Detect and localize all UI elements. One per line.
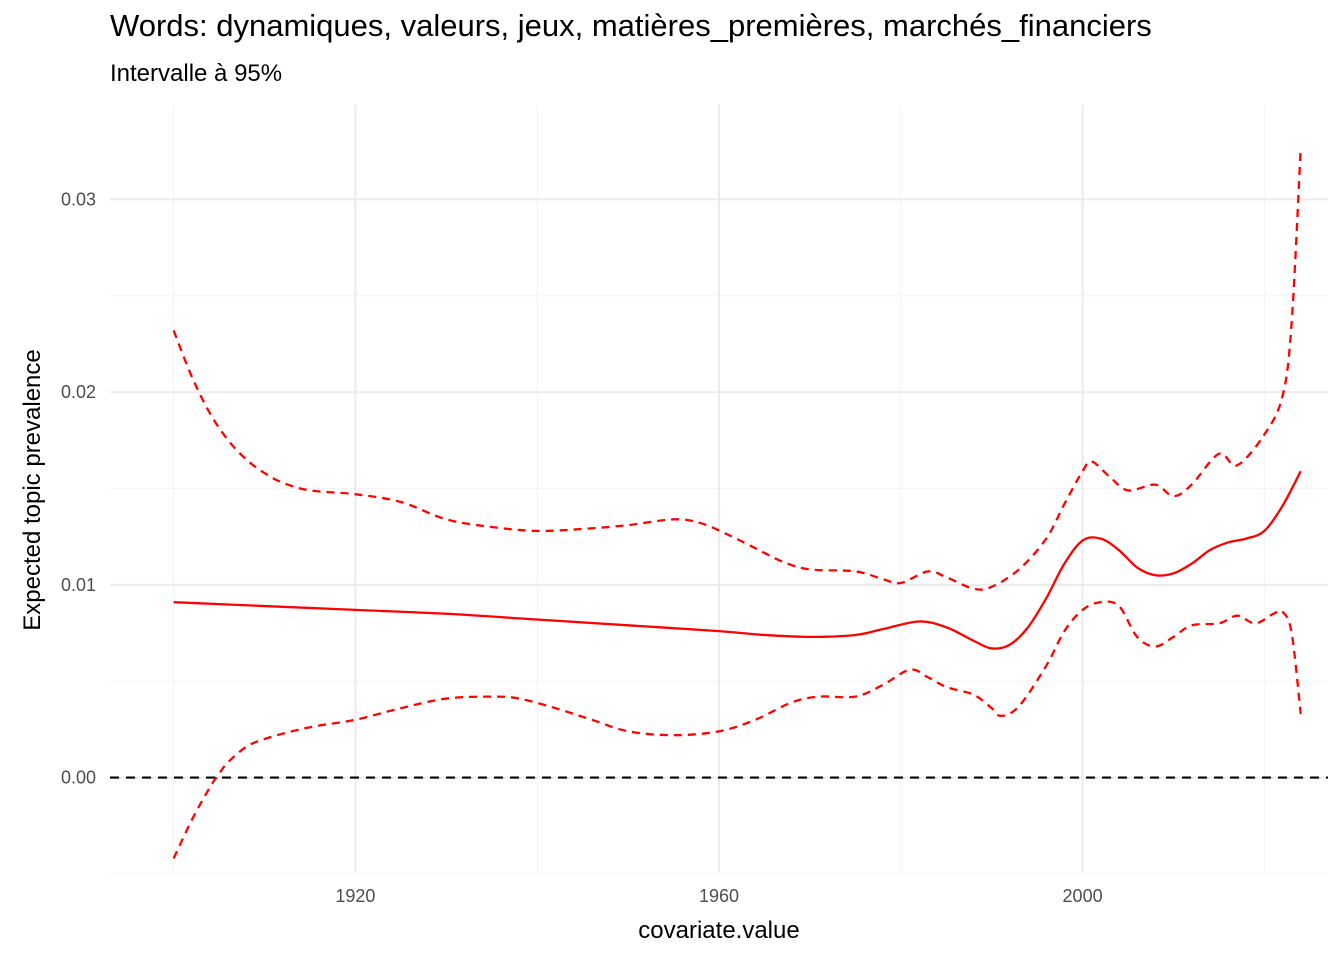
y-tick-label: 0.01 [61,575,96,595]
y-tick-label: 0.00 [61,768,96,788]
x-tick-label: 1960 [699,886,739,906]
y-tick-label: 0.02 [61,382,96,402]
chart-title: Words: dynamiques, valeurs, jeux, matièr… [110,8,1152,43]
y-tick-label: 0.03 [61,189,96,209]
lower-ci-line [172,600,1302,860]
series-layer [172,147,1302,860]
x-tick-label: 2000 [1063,886,1103,906]
estimate-line [173,470,1302,650]
tick-labels: 1920 1960 2000 0.00 0.01 0.02 0.03 [61,189,1103,906]
upper-ci-line [172,147,1302,591]
x-axis-title: covariate.value [638,917,799,944]
y-axis-title: Expected topic prevalence [19,349,46,631]
chart-subtitle: Intervalle à 95% [110,60,283,87]
x-tick-label: 1920 [335,886,375,906]
